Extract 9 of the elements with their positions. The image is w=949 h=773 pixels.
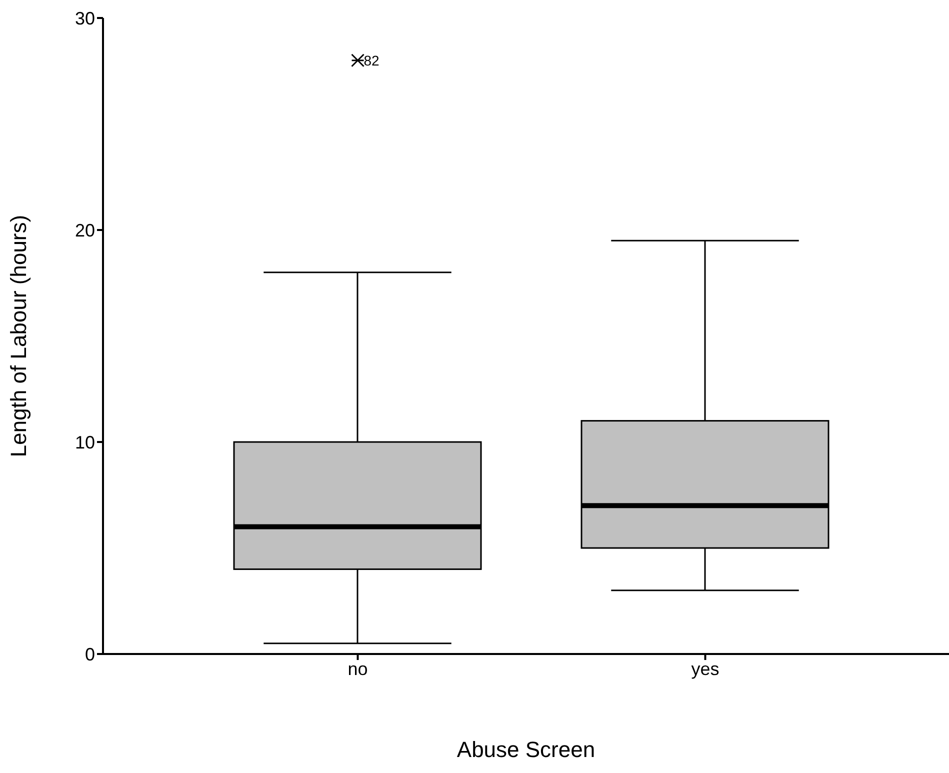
y-axis-title: Length of Labour (hours): [6, 214, 31, 458]
y-tick-label: 30: [74, 8, 95, 28]
x-tick-label: yes: [691, 658, 720, 679]
y-tick-label: 0: [84, 644, 95, 664]
x-tick-label: no: [348, 658, 368, 679]
y-tick-label: 20: [74, 220, 95, 240]
annotation: 82: [364, 52, 380, 68]
y-tick-label: 10: [74, 432, 95, 452]
x-axis-title: Abuse Screen: [456, 737, 596, 762]
